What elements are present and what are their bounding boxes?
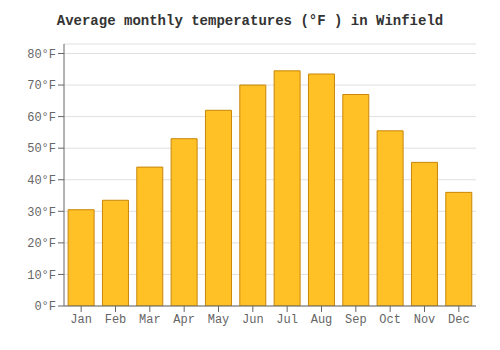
- svg-text:Jul: Jul: [276, 313, 298, 327]
- svg-text:Nov: Nov: [414, 313, 436, 327]
- svg-text:30°F: 30°F: [27, 206, 56, 220]
- svg-text:60°F: 60°F: [27, 111, 56, 125]
- svg-text:Feb: Feb: [105, 313, 127, 327]
- svg-text:Dec: Dec: [448, 313, 470, 327]
- svg-text:Jan: Jan: [70, 313, 92, 327]
- svg-text:50°F: 50°F: [27, 142, 56, 156]
- svg-text:Mar: Mar: [139, 313, 161, 327]
- svg-text:Aug: Aug: [311, 313, 333, 327]
- svg-text:Jun: Jun: [242, 313, 264, 327]
- svg-text:20°F: 20°F: [27, 237, 56, 251]
- svg-text:80°F: 80°F: [27, 48, 56, 62]
- svg-text:70°F: 70°F: [27, 79, 56, 93]
- svg-text:Oct: Oct: [379, 313, 401, 327]
- html-text:Average monthly temperatures (: Average monthly temperatures (°F ) in Wi…: [56, 13, 444, 29]
- svg-text:Sep: Sep: [345, 313, 367, 327]
- svg-text:0°F: 0°F: [34, 300, 56, 314]
- svg-text:Apr: Apr: [173, 313, 195, 327]
- svg-text:10°F: 10°F: [27, 269, 56, 283]
- svg-text:May: May: [208, 313, 230, 327]
- svg-text:40°F: 40°F: [27, 174, 56, 188]
